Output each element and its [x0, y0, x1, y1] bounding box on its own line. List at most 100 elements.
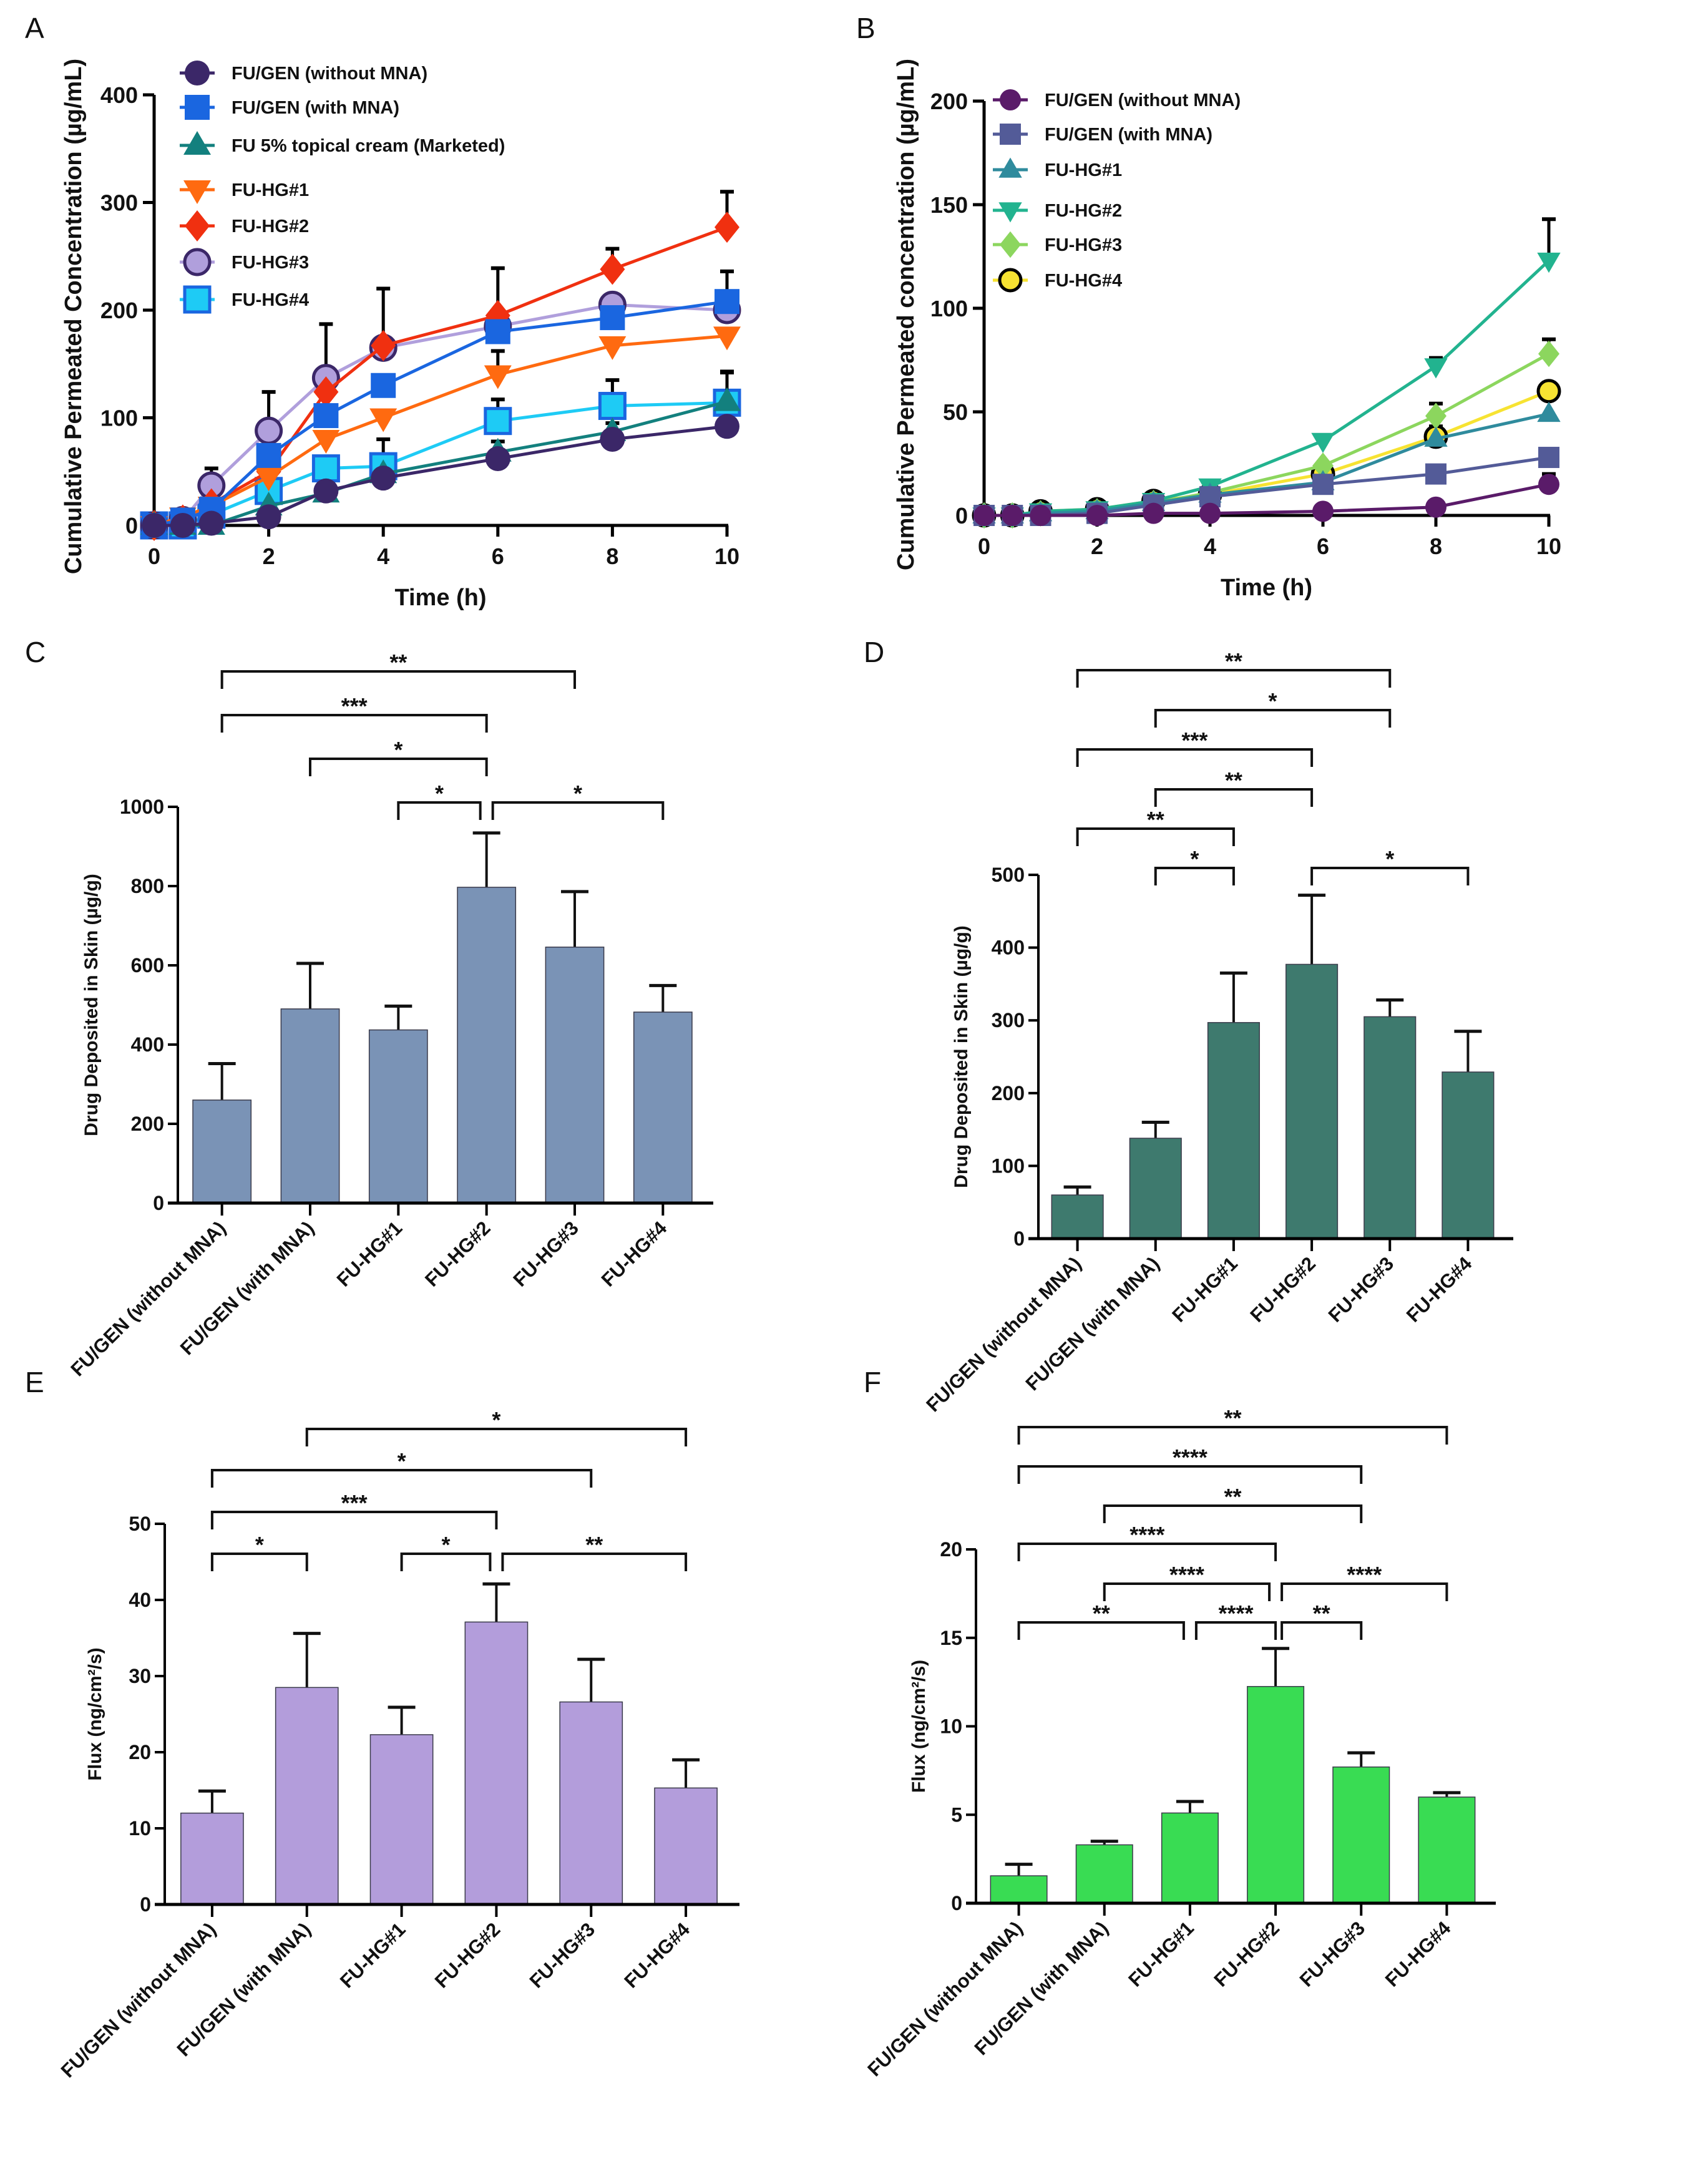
data-point	[484, 365, 512, 389]
legend-item-fu-hg-1: FU-HG#1	[180, 180, 309, 204]
chart-c-category-label: FU-HG#2	[421, 1217, 495, 1291]
legend-marker	[1000, 124, 1021, 145]
legend-item-fu-hg-4: FU-HG#4	[993, 268, 1122, 293]
chart-d-y-tick-label: 0	[1013, 1227, 1025, 1250]
significance-label: *	[492, 1407, 500, 1433]
significance-bracket: ****	[1017, 1522, 1277, 1561]
legend-marker	[183, 131, 211, 155]
significance-bracket: ****	[1103, 1562, 1271, 1601]
significance-label: *	[394, 737, 402, 763]
chart-a-x-tick-label: 4	[377, 544, 389, 569]
legend-marker	[185, 95, 210, 120]
chart-f-y-tick-label: 10	[940, 1715, 962, 1738]
data-point	[312, 430, 340, 454]
panel-a: A 0 100 200 300 400 0 2 4 6 8 10 Time (h) Cumulative…	[0, 0, 811, 624]
chart-f-y-tick-label: 15	[940, 1627, 962, 1649]
significance-bracket: ****	[1194, 1601, 1277, 1640]
bracket-line	[1076, 827, 1235, 846]
panel-letter-d: D	[864, 636, 885, 668]
legend-item-fu-hg-1: FU-HG#1	[993, 157, 1122, 180]
significance-label: *	[573, 781, 582, 806]
chart-e-y-axis-title: Flux (ng/cm²/s)	[85, 1647, 105, 1780]
chart-b-x-tick-label: 10	[1536, 534, 1561, 559]
chart-b-legend: FU/GEN (without MNA) FU/GEN (with MNA) FU-…	[993, 89, 1241, 293]
bar-fu-gen-without-mna	[180, 1812, 244, 1905]
chart-d-y-axis-title: Drug Deposited in Skin (µg/g)	[951, 925, 972, 1188]
bar-fu-hg-4	[1442, 1071, 1495, 1239]
significance-label: *	[1268, 688, 1277, 714]
data-point	[1030, 505, 1051, 526]
legend-item-fu-gen-without-mna: FU/GEN (without MNA)	[993, 89, 1241, 110]
significance-bracket: *	[309, 737, 488, 776]
chart-e-y-tick-label: 0	[140, 1893, 151, 1916]
chart-e-y-tick-label: 50	[129, 1513, 151, 1535]
chart-a-y-tick-label: 200	[100, 298, 138, 323]
significance-bracket: **	[1103, 1484, 1363, 1523]
legend-label: FU/GEN (without MNA)	[232, 64, 427, 84]
chart-e-y-tick-label: 10	[129, 1817, 151, 1840]
legend-item-fu-hg-2: FU-HG#2	[993, 201, 1122, 223]
panel-letter-c: C	[25, 636, 46, 668]
data-point	[485, 446, 510, 472]
panel-d: D 0 100 200 300 400 500 FU/GEN (without MNA) FU…	[844, 624, 1686, 1416]
bracket-line	[1103, 1582, 1271, 1601]
significance-bracket: *	[1154, 846, 1235, 885]
data-point	[1538, 340, 1559, 368]
data-point	[600, 305, 625, 331]
legend-marker	[183, 248, 212, 276]
chart-a-legend: FU/GEN (without MNA) FU/GEN (with MNA) FU …	[180, 61, 505, 314]
chart-a-x-tick-label: 8	[606, 544, 618, 569]
data-point	[715, 414, 739, 439]
legend-marker	[185, 210, 210, 241]
chart-d-y-tick-label: 200	[992, 1082, 1025, 1104]
data-point	[1311, 432, 1335, 454]
data-point	[1425, 463, 1447, 485]
bar-fu-gen-with-mna	[280, 1008, 340, 1204]
legend-label: FU-HG#3	[1045, 235, 1122, 255]
series-fu-hg-2	[972, 217, 1561, 528]
significance-bracket: **	[501, 1532, 688, 1571]
data-point	[1537, 252, 1561, 273]
bracket-line	[210, 1511, 498, 1529]
bar-fu-gen-without-mna	[1051, 1194, 1104, 1239]
significance-label: *	[1385, 846, 1394, 872]
series-line-fu-hg-4	[984, 389, 1549, 517]
panel-letter-f: F	[864, 1366, 882, 1398]
chart-d-category-label: FU-HG#4	[1402, 1252, 1476, 1327]
chart-e-category-label: FU-HG#4	[620, 1918, 694, 1992]
bar-fu-hg-2	[1247, 1685, 1305, 1904]
data-point	[313, 478, 339, 504]
chart-b-x-tick-label: 6	[1317, 534, 1329, 559]
chart-a-x-tick-label: 10	[715, 544, 739, 569]
legend-marker	[185, 61, 210, 85]
significance-label: **	[1313, 1601, 1330, 1626]
chart-f-category-label: FU-HG#4	[1381, 1917, 1455, 1991]
bracket-line	[210, 1553, 308, 1571]
chart-b-x-tick-label: 2	[1091, 534, 1103, 559]
bracket-line	[501, 1553, 688, 1571]
chart-f-category-label: FU-HG#2	[1209, 1917, 1284, 1991]
chart-f-y-axis-title: Flux (ng/cm²/s)	[909, 1660, 929, 1793]
significance-bracket: *	[210, 1448, 593, 1488]
significance-label: **	[585, 1532, 603, 1558]
bracket-line	[1076, 748, 1314, 767]
data-point	[371, 466, 396, 491]
significance-label: *	[398, 1448, 406, 1474]
chart-c-y-tick-label: 0	[153, 1192, 164, 1214]
data-point	[600, 253, 625, 285]
series-fu-gen-with-mna	[142, 269, 739, 538]
bracket-line	[1076, 669, 1392, 688]
bar-fu-gen-with-mna	[1129, 1138, 1182, 1239]
bracket-line	[1281, 1621, 1363, 1640]
bar-fu-gen-with-mna	[1075, 1844, 1133, 1904]
chart-d-category-label: FU-HG#3	[1324, 1252, 1398, 1327]
significance-label: ***	[341, 1490, 368, 1516]
legend-item-fu-gen-with-mna: FU/GEN (with MNA)	[993, 124, 1212, 145]
chart-a-y-axis-title: Cumulative Permeated Concentration (µg/m…	[61, 59, 87, 574]
chart-b-y-tick-label: 0	[955, 503, 968, 529]
chart-c-category-label: FU-HG#4	[597, 1217, 671, 1291]
chart-a-x-axis-title: Time (h)	[394, 585, 486, 611]
series-line-fu-hg-1	[154, 334, 728, 527]
